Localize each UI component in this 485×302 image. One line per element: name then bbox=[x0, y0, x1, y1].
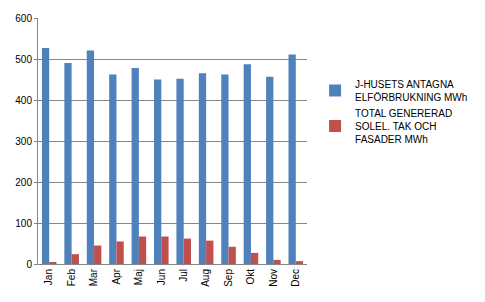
svg-text:200: 200 bbox=[15, 177, 32, 188]
svg-text:Jul: Jul bbox=[178, 269, 189, 282]
svg-text:Feb: Feb bbox=[66, 269, 77, 287]
svg-text:Dec: Dec bbox=[290, 269, 301, 287]
svg-text:Mar: Mar bbox=[88, 268, 99, 286]
svg-text:Sep: Sep bbox=[223, 269, 234, 287]
svg-text:Nov: Nov bbox=[268, 269, 279, 287]
svg-text:0: 0 bbox=[26, 259, 32, 270]
svg-text:Aug: Aug bbox=[200, 269, 211, 287]
svg-text:300: 300 bbox=[15, 136, 32, 147]
svg-text:TOTAL GENERERADSOLEL. TAK OCHF: TOTAL GENERERADSOLEL. TAK OCHFASADER MWh bbox=[355, 108, 452, 145]
svg-text:J-HUSETS ANTAGNAELFÖRBRUKNING: J-HUSETS ANTAGNAELFÖRBRUKNING MWh bbox=[355, 79, 467, 103]
svg-text:400: 400 bbox=[15, 95, 32, 106]
svg-text:Jun: Jun bbox=[156, 269, 167, 285]
svg-text:Jan: Jan bbox=[43, 269, 54, 285]
svg-text:100: 100 bbox=[15, 218, 32, 229]
svg-text:Apr: Apr bbox=[111, 268, 122, 284]
svg-text:Okt: Okt bbox=[245, 269, 256, 285]
svg-text:Maj: Maj bbox=[133, 269, 144, 285]
svg-text:500: 500 bbox=[15, 54, 32, 65]
svg-text:600: 600 bbox=[15, 13, 32, 24]
